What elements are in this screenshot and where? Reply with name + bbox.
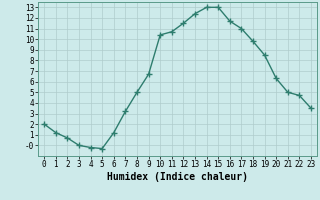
X-axis label: Humidex (Indice chaleur): Humidex (Indice chaleur)	[107, 172, 248, 182]
